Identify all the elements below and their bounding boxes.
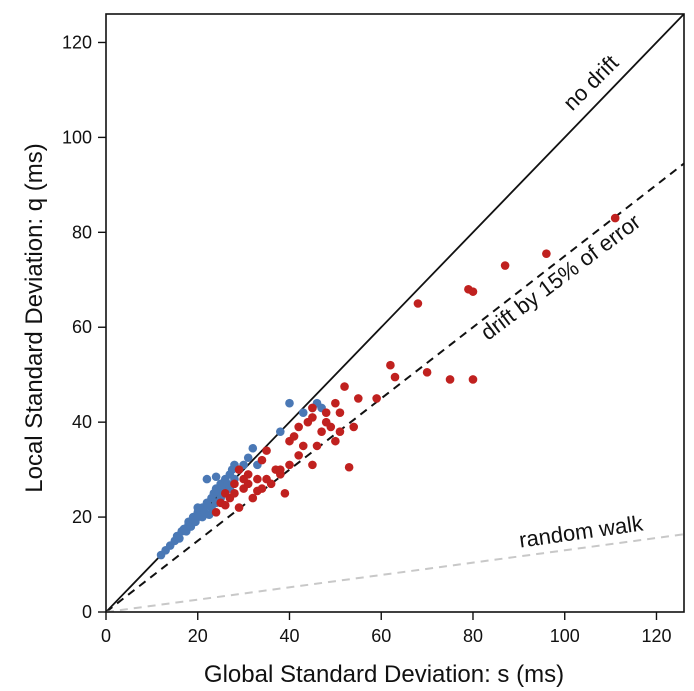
data-point-s1-4: [230, 489, 239, 498]
data-point-s1-59: [262, 474, 271, 484]
data-point-s1-17: [289, 432, 299, 441]
data-point-s1-38: [413, 299, 423, 308]
data-point-s0-43: [243, 453, 253, 463]
reference-line-2: [106, 533, 684, 612]
data-point-s1-33: [349, 422, 359, 432]
data-point-s1-32: [344, 462, 354, 472]
data-point-s1-48: [276, 465, 285, 474]
data-point-s1-26: [321, 408, 331, 417]
data-point-s1-44: [500, 261, 510, 270]
random-walk-label: random walk: [517, 510, 645, 552]
data-point-s1-50: [321, 417, 331, 427]
data-point-s1-57: [243, 470, 253, 479]
data-point-s0-23: [204, 510, 214, 520]
data-point-s1-25: [317, 427, 326, 436]
data-point-s1-54: [230, 479, 239, 489]
data-point-s0-51: [298, 408, 308, 417]
data-point-s1-45: [542, 249, 551, 258]
data-point-s0-53: [211, 472, 221, 482]
data-point-s1-37: [390, 372, 400, 382]
data-point-s1-35: [372, 394, 381, 403]
data-point-s1-28: [331, 436, 340, 446]
x-tick-label: 60: [371, 626, 391, 646]
data-point-s1-43: [468, 375, 478, 384]
y-tick-label: 120: [62, 32, 92, 52]
data-point-s1-29: [335, 427, 345, 436]
plot-frame: [105, 13, 685, 613]
data-point-s1-20: [298, 441, 308, 451]
data-point-s1-56: [234, 465, 244, 474]
data-point-s1-9: [253, 474, 262, 484]
data-point-s0-44: [248, 443, 258, 453]
data-point-s1-51: [331, 398, 340, 408]
data-point-s1-0: [211, 508, 221, 517]
y-tick-label: 80: [72, 222, 92, 242]
data-point-s1-15: [285, 460, 294, 470]
data-point-s0-46: [276, 427, 285, 436]
data-point-s1-30: [335, 408, 345, 417]
x-tick-label: 40: [279, 626, 299, 646]
data-point-s1-31: [340, 382, 349, 391]
data-point-s1-11: [262, 446, 271, 455]
data-point-s1-19: [294, 451, 303, 460]
data-point-s1-39: [422, 368, 432, 377]
x-tick-label: 0: [101, 626, 111, 646]
data-point-s1-49: [308, 460, 317, 470]
no-drift-label: no drift: [558, 50, 623, 115]
data-point-s1-24: [312, 441, 322, 451]
y-tick-label: 60: [72, 317, 92, 337]
y-tick-label: 100: [62, 127, 92, 147]
x-tick-label: 120: [641, 626, 671, 646]
data-point-s1-52: [257, 455, 267, 465]
data-point-s1-40: [445, 375, 455, 384]
data-point-s1-8: [248, 493, 258, 503]
data-point-s1-58: [253, 486, 262, 496]
x-axis-title: Global Standard Deviation: s (ms): [204, 661, 564, 688]
y-tick-label: 0: [82, 602, 92, 622]
data-point-s1-36: [386, 360, 395, 370]
reference-line-1: [106, 162, 684, 612]
drift-15-percent-label: drift by 15% of error: [476, 209, 645, 345]
x-tick-label: 20: [188, 626, 208, 646]
data-point-s1-23: [308, 403, 317, 413]
y-axis-title: Local Standard Deviation: q (ms): [21, 143, 48, 493]
data-point-s1-46: [610, 213, 620, 223]
data-point-s1-34: [354, 394, 363, 403]
x-tick-label: 80: [463, 626, 483, 646]
data-point-s1-18: [294, 422, 303, 432]
data-point-s1-55: [220, 500, 230, 510]
y-tick-label: 40: [72, 412, 92, 432]
data-point-s0-54: [193, 503, 203, 512]
data-point-s1-5: [234, 503, 244, 512]
x-tick-label: 100: [550, 626, 580, 646]
data-point-s1-14: [280, 489, 290, 498]
data-point-s0-47: [285, 398, 294, 408]
data-point-s1-22: [308, 413, 317, 422]
data-point-s0-5: [175, 534, 184, 543]
data-point-s0-52: [202, 474, 212, 484]
y-tick-label: 20: [72, 507, 92, 527]
data-point-s1-42: [468, 287, 478, 296]
